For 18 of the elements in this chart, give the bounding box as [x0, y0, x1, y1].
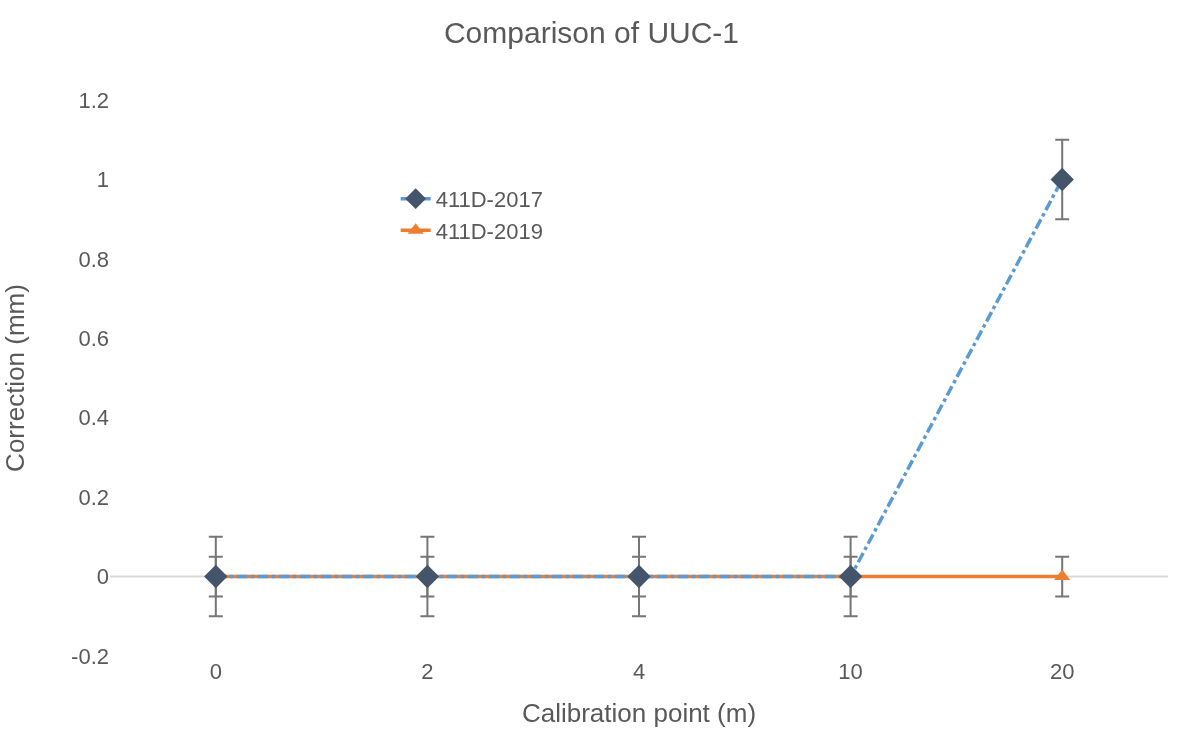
- x-tick-label: 2: [421, 659, 434, 684]
- y-tick-label: 0.4: [78, 405, 109, 431]
- y-tick-label: 1.2: [78, 87, 109, 113]
- x-tick-label: 10: [838, 659, 863, 684]
- chart-title: Comparison of UUC-1: [443, 16, 740, 50]
- y-axis-title: Correction (mm): [0, 284, 30, 472]
- x-tick-label: 0: [209, 659, 222, 684]
- y-tick-label: 0.2: [78, 484, 109, 510]
- y-tick-label: 0.6: [78, 325, 109, 351]
- y-tick-label: 0.8: [78, 246, 109, 272]
- legend-label: 411D-2017: [435, 187, 543, 213]
- legend-label: 411D-2019: [435, 218, 543, 244]
- x-axis-title: Calibration point (m): [521, 697, 757, 728]
- x-tick-label: 20: [1049, 659, 1075, 684]
- x-tick-label: 4: [632, 659, 646, 684]
- y-tick-label: -0.2: [71, 643, 109, 669]
- y-tick-label: 1: [96, 167, 109, 193]
- y-tick-label: 0: [96, 564, 109, 590]
